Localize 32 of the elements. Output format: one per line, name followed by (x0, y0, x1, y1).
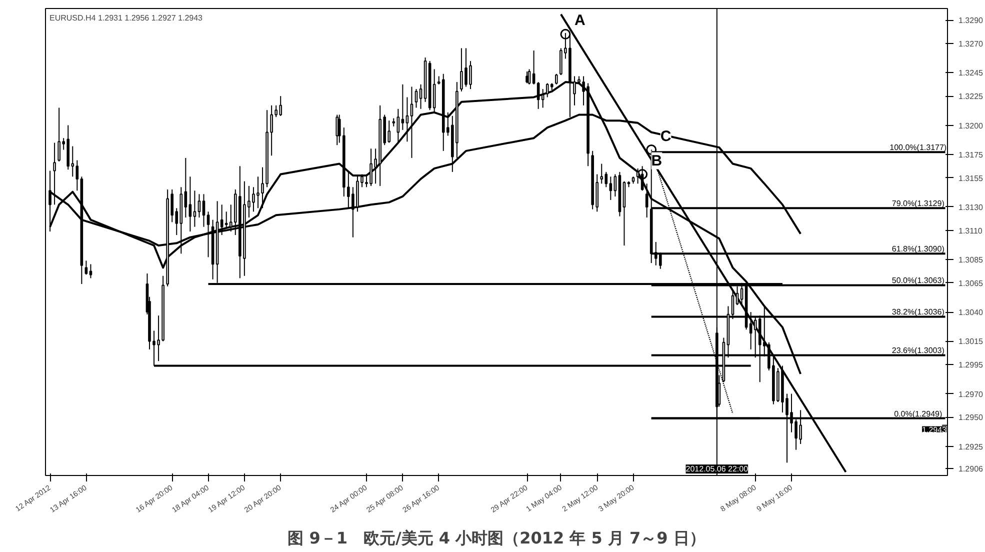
y-tick-label: 1.2906 (958, 464, 984, 474)
y-tick-label: 1.3225 (958, 92, 984, 102)
annotation: C (660, 128, 672, 145)
y-tick-label: 1.3200 (958, 121, 984, 130)
annotation: 79.0%(1.3129) (892, 199, 945, 208)
y-tick-label: 1.2970 (958, 390, 984, 399)
ref-line-label: 2012.05.06 22:00 (686, 464, 749, 474)
y-tick-label: 1.3015 (958, 337, 984, 346)
y-tick-label: 1.3065 (958, 278, 984, 288)
annotation: 50.0%(1.3063) (892, 276, 945, 286)
annotation: B (651, 152, 662, 170)
y-tick-label: 1.3245 (958, 68, 984, 78)
annotation: 23.6%(1.3003) (892, 346, 945, 356)
ref-line-label: 1.2943 (922, 425, 948, 434)
y-tick-label: 1.3270 (958, 40, 984, 49)
y-tick-label: 1.3175 (958, 150, 984, 160)
y-tick-label: 1.3040 (958, 308, 984, 318)
y-tick-label: 1.3130 (958, 202, 984, 212)
text: 图 9－1 欧元/美元 4 小时图（2012 年 5 月 7～9 日） (288, 528, 706, 548)
y-tick-label: 1.2925 (958, 442, 984, 452)
y-tick-label: 1.3290 (958, 16, 984, 26)
y-tick-label: 1.3110 (958, 226, 983, 236)
y-tick-label: 1.2995 (958, 360, 984, 370)
annotation: 38.2%(1.3036) (892, 308, 945, 317)
y-tick-label: 1.3085 (958, 256, 984, 265)
annotation: 61.8%(1.3090) (892, 244, 945, 254)
annotation: A (574, 12, 586, 30)
text: EURUSD.H4 1.2931 1.2956 1.2927 1.2943 (50, 14, 204, 22)
y-tick-label: 1.3155 (958, 174, 984, 183)
y-tick-label: 1.2950 (958, 413, 984, 422)
annotation: 0.0%(1.2949) (894, 409, 942, 418)
annotation: 100.0%(1.3177) (890, 143, 947, 152)
